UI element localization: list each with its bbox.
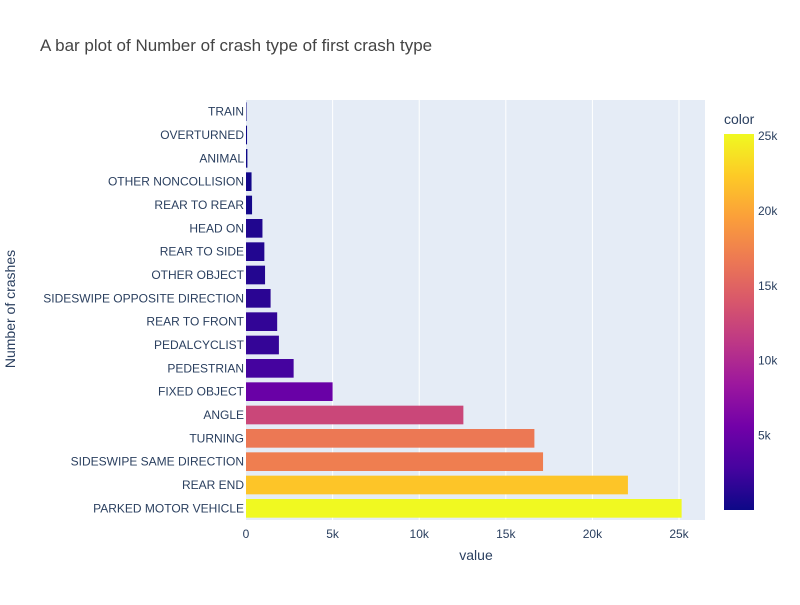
bar[interactable] — [246, 149, 248, 168]
colorbar-title: color — [724, 111, 755, 127]
bar[interactable] — [246, 289, 271, 308]
bar[interactable] — [246, 242, 265, 261]
y-tick-label: OTHER OBJECT — [151, 268, 244, 282]
bar[interactable] — [246, 125, 248, 145]
y-tick-label: OTHER NONCOLLISION — [108, 175, 244, 189]
colorbar-ticks: 5k 10k 15k 20k 25k — [758, 129, 778, 442]
bar[interactable] — [246, 452, 544, 471]
y-tick-label: TURNING — [189, 431, 244, 445]
colorbar-tick-label: 20k — [758, 204, 778, 218]
x-tick-label: 10k — [410, 527, 430, 541]
colorbar-tick-label: 5k — [758, 428, 772, 442]
y-tick-label: OVERTURNED — [160, 128, 244, 142]
colorbar: color 5k 10k 15k 20k 25k — [724, 111, 778, 510]
bar[interactable] — [246, 102, 247, 121]
bar[interactable] — [246, 499, 682, 518]
bar[interactable] — [246, 265, 266, 285]
y-axis-title: Number of crashes — [2, 250, 18, 368]
y-tick-label: REAR TO FRONT — [146, 315, 244, 329]
colorbar-gradient — [724, 134, 754, 510]
bar[interactable] — [246, 312, 278, 331]
bar[interactable] — [246, 382, 333, 401]
y-tick-label: HEAD ON — [189, 221, 244, 235]
bars — [246, 102, 682, 518]
y-tick-label: PARKED MOTOR VEHICLE — [93, 501, 244, 515]
x-tick-label: 0 — [243, 527, 250, 541]
y-tick-label: ANIMAL — [199, 151, 244, 165]
colorbar-tick-label: 25k — [758, 129, 778, 143]
y-tick-label: PEDESTRIAN — [167, 361, 244, 375]
y-axis-ticks: PARKED MOTOR VEHICLE REAR END SIDESWIPE SA… — [43, 105, 244, 516]
bar[interactable] — [246, 172, 252, 191]
chart-title: A bar plot of Number of crash type of fi… — [40, 36, 432, 55]
y-tick-label: REAR TO REAR — [154, 198, 244, 212]
gridlines — [332, 100, 680, 520]
bar[interactable] — [246, 195, 253, 215]
bar[interactable] — [246, 475, 628, 495]
y-tick-label: REAR TO SIDE — [160, 245, 244, 259]
x-tick-label: 15k — [496, 527, 516, 541]
colorbar-tick-label: 10k — [758, 354, 778, 368]
x-tick-label: 20k — [583, 527, 603, 541]
plot-area — [246, 100, 705, 520]
y-tick-label: PEDALCYCLIST — [154, 338, 245, 352]
y-tick-label: SIDESWIPE OPPOSITE DIRECTION — [43, 291, 244, 305]
y-tick-label: ANGLE — [203, 408, 244, 422]
x-tick-label: 5k — [326, 527, 340, 541]
bar[interactable] — [246, 219, 263, 238]
x-tick-label: 25k — [669, 527, 689, 541]
x-axis-ticks: 0 5k 10k 15k 20k 25k — [243, 527, 690, 541]
bar[interactable] — [246, 359, 294, 378]
colorbar-tick-label: 15k — [758, 279, 778, 293]
x-axis-title: value — [459, 547, 493, 563]
bar[interactable] — [246, 405, 464, 425]
bar[interactable] — [246, 335, 279, 355]
y-tick-label: FIXED OBJECT — [158, 385, 245, 399]
y-tick-label: TRAIN — [208, 105, 244, 119]
y-tick-label: SIDESWIPE SAME DIRECTION — [71, 455, 244, 469]
y-tick-label: REAR END — [182, 478, 244, 492]
bar[interactable] — [246, 429, 535, 448]
